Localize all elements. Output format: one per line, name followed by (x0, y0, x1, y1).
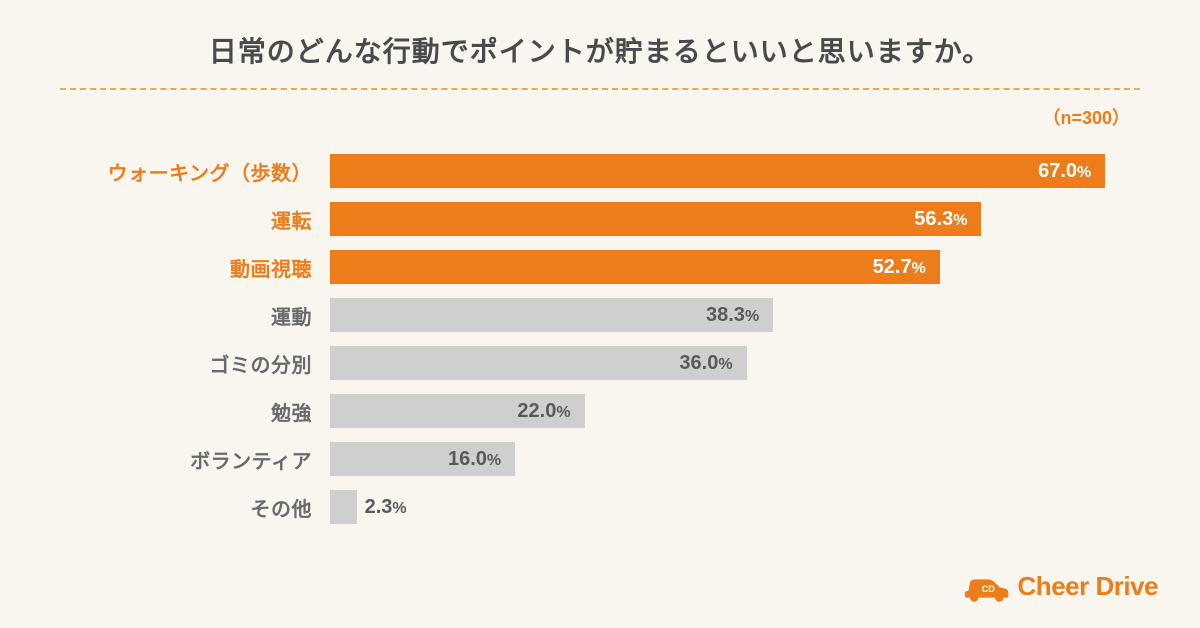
bar-value: 56.3% (914, 208, 967, 231)
bar-label: 動画視聴 (80, 253, 330, 282)
bar-fill: 36.0% (330, 346, 747, 380)
bar-value: 36.0% (679, 352, 732, 375)
bar-track: 52.7% (330, 250, 1140, 284)
chart-container: 日常のどんな行動でポイントが貯まるといいと思いますか。 （n=300） ウォーキ… (0, 0, 1200, 526)
logo-text: Cheer Drive (1018, 571, 1158, 602)
bar-row: 勉強 22.0% (80, 392, 1140, 430)
bar-fill: 67.0% (330, 154, 1105, 188)
bar-label: 運転 (80, 205, 330, 234)
bar-value: 38.3% (706, 304, 759, 327)
bar-fill: 38.3% (330, 298, 773, 332)
bar-track: 56.3% (330, 202, 1140, 236)
bar-track: 16.0% (330, 442, 1140, 476)
car-icon: CD (960, 568, 1010, 604)
logo-badge-text: CD (981, 584, 995, 594)
bar-label: ボランティア (80, 445, 330, 474)
bar-chart: ウォーキング（歩数） 67.0% 運転 56.3% 動画視聴 52.7% 運動 38.3% ゴミ… (60, 152, 1140, 526)
bar-label: 運動 (80, 301, 330, 330)
bar-fill (330, 490, 357, 524)
bar-row: 運転 56.3% (80, 200, 1140, 238)
bar-row: ゴミの分別 36.0% (80, 344, 1140, 382)
bar-track: 67.0% (330, 154, 1140, 188)
bar-value: 52.7% (873, 256, 926, 279)
bar-label: 勉強 (80, 397, 330, 426)
bar-row: 動画視聴 52.7% (80, 248, 1140, 286)
bar-fill: 52.7% (330, 250, 940, 284)
bar-fill: 56.3% (330, 202, 981, 236)
bar-value: 67.0% (1038, 160, 1091, 183)
divider (60, 88, 1140, 90)
bar-value: 2.3% (357, 496, 407, 519)
bar-track: 38.3% (330, 298, 1140, 332)
bar-label: ゴミの分別 (80, 349, 330, 378)
bar-label: ウォーキング（歩数） (80, 157, 330, 186)
brand-logo: CD Cheer Drive (960, 568, 1158, 604)
bar-value: 22.0% (517, 400, 570, 423)
bar-track: 22.0% (330, 394, 1140, 428)
bar-track: 36.0% (330, 346, 1140, 380)
chart-title: 日常のどんな行動でポイントが貯まるといいと思いますか。 (60, 30, 1140, 70)
bar-value: 16.0% (448, 448, 501, 471)
bar-label: その他 (80, 493, 330, 522)
bar-fill: 16.0% (330, 442, 515, 476)
bar-fill: 22.0% (330, 394, 585, 428)
bar-track: 2.3% (330, 490, 1140, 524)
bar-row: ウォーキング（歩数） 67.0% (80, 152, 1140, 190)
bar-row: ボランティア 16.0% (80, 440, 1140, 478)
bar-row: その他 2.3% (80, 488, 1140, 526)
sample-size-label: （n=300） (60, 104, 1140, 130)
bar-row: 運動 38.3% (80, 296, 1140, 334)
